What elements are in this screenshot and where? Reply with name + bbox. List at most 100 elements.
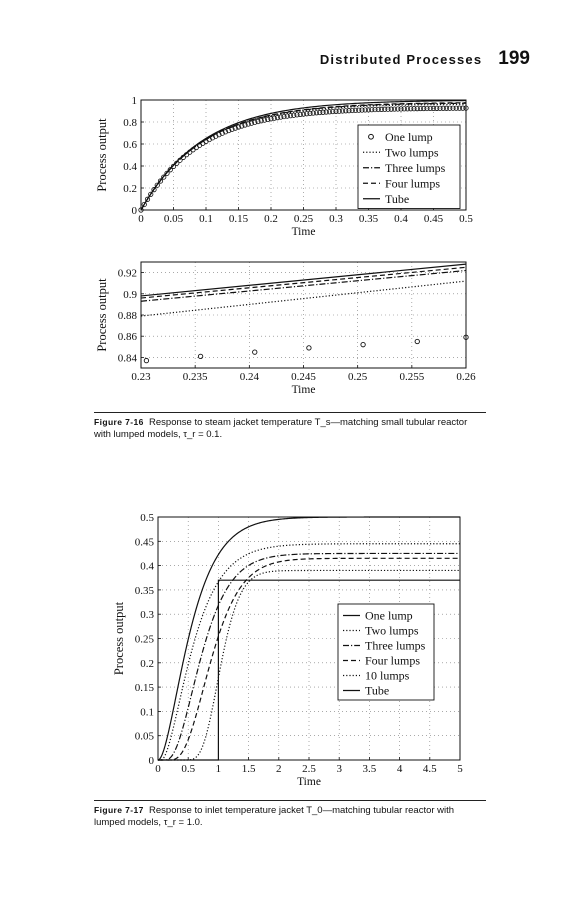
data-point-one-lump [167, 167, 173, 173]
data-point-one-lump [447, 105, 453, 111]
data-point-one-lump [291, 112, 297, 118]
x-tick-label: 0.26 [456, 371, 476, 383]
data-point-one-lump [343, 108, 349, 114]
x-tick-label: 0.245 [291, 371, 316, 383]
data-point-one-lump [138, 207, 144, 213]
data-point-one-lump [313, 110, 320, 116]
y-tick-label: 0.3 [140, 609, 154, 621]
data-point-one-lump [360, 342, 366, 348]
data-point-one-lump [336, 108, 342, 114]
section-title: Distributed Processes [319, 52, 483, 67]
data-point-one-lump [274, 115, 281, 121]
series-line-four-lumps [140, 266, 467, 299]
data-point-one-lump [239, 123, 245, 129]
x-tick-label: 0.45 [424, 213, 444, 225]
y-tick-label: 0.9 [123, 289, 137, 301]
figure-label: Figure 7-16 [94, 417, 144, 427]
data-point-one-lump [255, 118, 261, 125]
data-point-one-lump [294, 112, 300, 118]
data-point-one-lump [388, 106, 394, 112]
data-point-one-lump [434, 105, 440, 111]
data-point-one-lump [333, 108, 339, 114]
series-line-two-lumps [158, 543, 460, 761]
legend-label: Three lumps [385, 161, 446, 175]
data-point-one-lump [463, 334, 469, 340]
y-tick-label: 0.25 [135, 634, 155, 646]
y-tick-label: 0.35 [135, 585, 155, 597]
figure-label: Figure 7-17 [94, 805, 144, 815]
series-line-tube [158, 579, 460, 761]
figure-7-16-bottom-chart: 0.23 0.235 0.24 0.245 0.25 0.255 0.26 0.84 0.86 0… [95, 261, 476, 396]
x-tick-label: 0.35 [359, 213, 379, 225]
x-tick-label: 0.255 [399, 371, 424, 383]
x-tick-label: 0.5 [181, 763, 195, 775]
legend-label: Three lumps [365, 639, 426, 653]
data-point-one-lump [375, 106, 381, 113]
data-point-one-lump [362, 107, 368, 113]
y-tick-label: 0.8 [123, 117, 137, 129]
data-point-one-lump [320, 109, 326, 115]
y-tick-label: 0.05 [135, 731, 155, 743]
legend-label: Two lumps [365, 624, 419, 638]
legend-label: 10 lumps [365, 669, 410, 683]
series-line-four-lumps [140, 102, 467, 211]
x-tick-label: 0.4 [394, 213, 408, 225]
x-tick-label: 5 [457, 763, 463, 775]
x-tick-label: 0.1 [199, 213, 213, 225]
data-point-one-lump [248, 120, 255, 126]
data-point-one-lump [408, 106, 414, 112]
data-point-one-lump [278, 114, 284, 120]
data-point-one-lump [378, 106, 385, 112]
x-tick-label: 0.15 [229, 213, 249, 225]
y-tick-label: 0.92 [118, 268, 137, 280]
y-tick-label: 0.1 [140, 706, 154, 718]
x-axis-label: Time [297, 776, 321, 788]
data-point-one-lump [411, 106, 417, 112]
series-line-10-lumps [158, 569, 460, 761]
series-line-one-lump [157, 516, 460, 761]
data-point-one-lump [157, 178, 164, 184]
plot-frame [140, 99, 467, 211]
data-point-one-lump [460, 105, 466, 111]
data-point-one-lump [242, 122, 248, 128]
data-point-one-lump [304, 111, 310, 117]
x-tick-label: 4 [397, 763, 403, 775]
legend-label: One lump [385, 130, 433, 144]
data-point-one-lump [284, 113, 290, 119]
legend-label: Four lumps [365, 654, 420, 668]
legend-label: Tube [365, 684, 389, 698]
data-point-one-lump [148, 191, 154, 197]
y-tick-label: 0.88 [118, 310, 138, 322]
data-point-one-lump [339, 108, 346, 114]
x-tick-label: 2 [276, 763, 282, 775]
legend-swatch [368, 133, 374, 140]
data-point-one-lump [427, 105, 433, 112]
x-tick-label: 0.3 [329, 213, 343, 225]
data-point-one-lump [144, 196, 151, 202]
x-tick-label: 3 [336, 763, 342, 775]
series-line-four-lumps [158, 557, 460, 761]
data-point-one-lump [356, 107, 362, 113]
x-tick-label: 0.05 [164, 213, 184, 225]
data-point-one-lump [252, 119, 258, 125]
data-point-one-lump [437, 105, 443, 111]
data-point-one-lump [300, 111, 307, 117]
series-line-tube [140, 263, 467, 297]
data-point-one-lump [424, 105, 430, 112]
y-tick-label: 0 [149, 755, 155, 767]
x-tick-label: 0.25 [294, 213, 314, 225]
x-tick-label: 0.25 [348, 371, 368, 383]
x-tick-label: 2.5 [302, 763, 316, 775]
data-point-one-lump [443, 105, 450, 111]
x-tick-label: 4.5 [423, 763, 437, 775]
legend-box [357, 124, 461, 209]
data-point-one-lump [307, 110, 313, 116]
y-tick-label: 0.6 [123, 139, 137, 151]
figure-7-17-caption: Figure 7-17 Response to inlet temperatur… [94, 800, 486, 829]
data-point-one-lump [421, 105, 427, 112]
data-point-one-lump [245, 121, 251, 127]
x-tick-label: 0 [155, 763, 161, 775]
data-point-one-lump [372, 106, 378, 113]
data-point-one-lump [430, 105, 437, 111]
data-point-one-lump [391, 106, 398, 112]
